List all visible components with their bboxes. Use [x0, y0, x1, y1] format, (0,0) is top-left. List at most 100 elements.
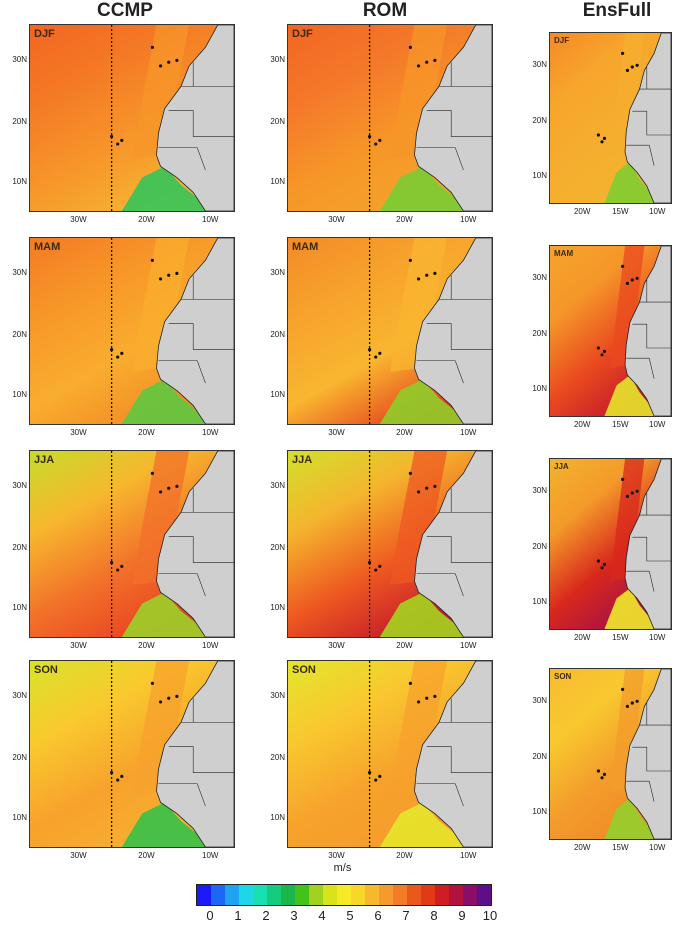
island-marker [175, 694, 179, 698]
colorbar-swatch [351, 885, 365, 905]
lat-tick-label: 10N [270, 389, 285, 399]
lat-tick-label: 20N [270, 116, 285, 126]
country-borders [158, 62, 234, 171]
island-marker [635, 276, 639, 280]
colorbar-swatch [309, 885, 323, 905]
island-marker [625, 68, 630, 72]
island-marker [158, 490, 163, 494]
island-marker [167, 696, 171, 700]
island-marker [110, 561, 114, 565]
colorbar-swatch [407, 885, 421, 905]
country-borders [416, 488, 492, 597]
coastal-jet [610, 459, 645, 582]
island-marker [167, 273, 171, 277]
map-panel-rom-djf: DJF [287, 24, 493, 212]
lon-tick-label: 20W [573, 207, 591, 216]
island-marker [116, 142, 120, 146]
island-marker [167, 60, 171, 64]
colorbar-swatch [225, 885, 239, 905]
lon-tick-label: 20W [396, 215, 413, 224]
island-marker [635, 63, 639, 67]
island-marker [116, 778, 120, 782]
lon-tick-label: 20W [573, 420, 591, 429]
island-marker [150, 258, 154, 262]
country-borders [416, 62, 492, 171]
island-marker [120, 138, 124, 142]
island-marker [425, 486, 429, 490]
land-africa [414, 25, 492, 211]
land-africa [156, 238, 234, 424]
island-marker [630, 491, 634, 495]
colorbar-swatch [323, 885, 337, 905]
island-marker [110, 135, 114, 139]
wind-speed-map [288, 451, 492, 637]
coastal-jet [610, 33, 645, 156]
southern-low-wind [121, 802, 214, 847]
season-label: DJF [554, 36, 570, 45]
country-borders [158, 698, 234, 807]
wind-speed-map [550, 246, 671, 416]
southern-low-wind [379, 379, 472, 424]
lat-tick-label: 20N [12, 542, 27, 552]
map-panel-ccmp-djf: DJF [29, 24, 235, 212]
island-marker [408, 681, 412, 685]
coastal-jet [132, 238, 190, 372]
season-label: MAM [34, 241, 61, 253]
lat-tick-label: 30N [270, 267, 285, 277]
island-marker [596, 769, 600, 773]
lat-tick-label: 30N [12, 690, 27, 700]
coastal-jet [132, 25, 190, 159]
southern-low-wind [604, 375, 659, 416]
island-marker [625, 494, 630, 498]
season-label: DJF [292, 28, 313, 40]
colorbar-swatch [435, 885, 449, 905]
country-borders [158, 275, 234, 384]
lat-tick-label: 30N [532, 695, 547, 705]
colorbar-swatch [421, 885, 435, 905]
colorbar-swatch [211, 885, 225, 905]
map-panel-ccmp-jja: JJA [29, 450, 235, 638]
season-label: MAM [554, 249, 574, 258]
wind-speed-map [550, 33, 671, 203]
lon-tick-label: 10W [460, 641, 477, 650]
lat-tick-label: 20N [532, 542, 547, 552]
island-marker [116, 355, 120, 359]
island-marker [433, 484, 437, 488]
lon-tick-label: 15W [612, 420, 629, 429]
colorbar-tick-label: 7 [402, 908, 410, 923]
map-panel-rom-jja: JJA [287, 450, 493, 638]
island-marker [600, 776, 604, 780]
land-africa [624, 246, 671, 416]
lon-tick-label: 30W [70, 428, 87, 437]
coastal-jet [390, 238, 448, 372]
lon-tick-label: 10W [202, 641, 219, 650]
southern-low-wind [121, 166, 214, 211]
island-marker [120, 564, 124, 568]
lon-tick-label: 20W [396, 851, 413, 860]
island-marker [416, 64, 421, 68]
season-label: SON [554, 672, 572, 681]
column-title-ccmp: CCMP [97, 0, 153, 21]
island-marker [175, 271, 179, 275]
island-marker [378, 774, 382, 778]
wind-speed-map [288, 661, 492, 847]
colorbar-tick-label: 5 [346, 908, 354, 923]
lon-tick-label: 10W [649, 420, 666, 429]
colorbar-swatch [267, 885, 281, 905]
island-marker [378, 564, 382, 568]
land-africa [624, 669, 671, 839]
lon-tick-label: 15W [612, 633, 629, 642]
colorbar-swatch [365, 885, 379, 905]
coastal-jet [610, 246, 645, 369]
season-label: JJA [34, 454, 55, 466]
coastal-jet [132, 661, 190, 795]
island-marker [433, 58, 437, 62]
lat-tick-label: 30N [270, 690, 285, 700]
lat-tick-label: 10N [532, 384, 547, 394]
land-africa [414, 451, 492, 637]
colorbar-swatch [281, 885, 295, 905]
season-label: JJA [292, 454, 313, 466]
lon-tick-label: 30W [70, 851, 87, 860]
lat-tick-label: 20N [12, 752, 27, 762]
southern-low-wind [121, 379, 214, 424]
